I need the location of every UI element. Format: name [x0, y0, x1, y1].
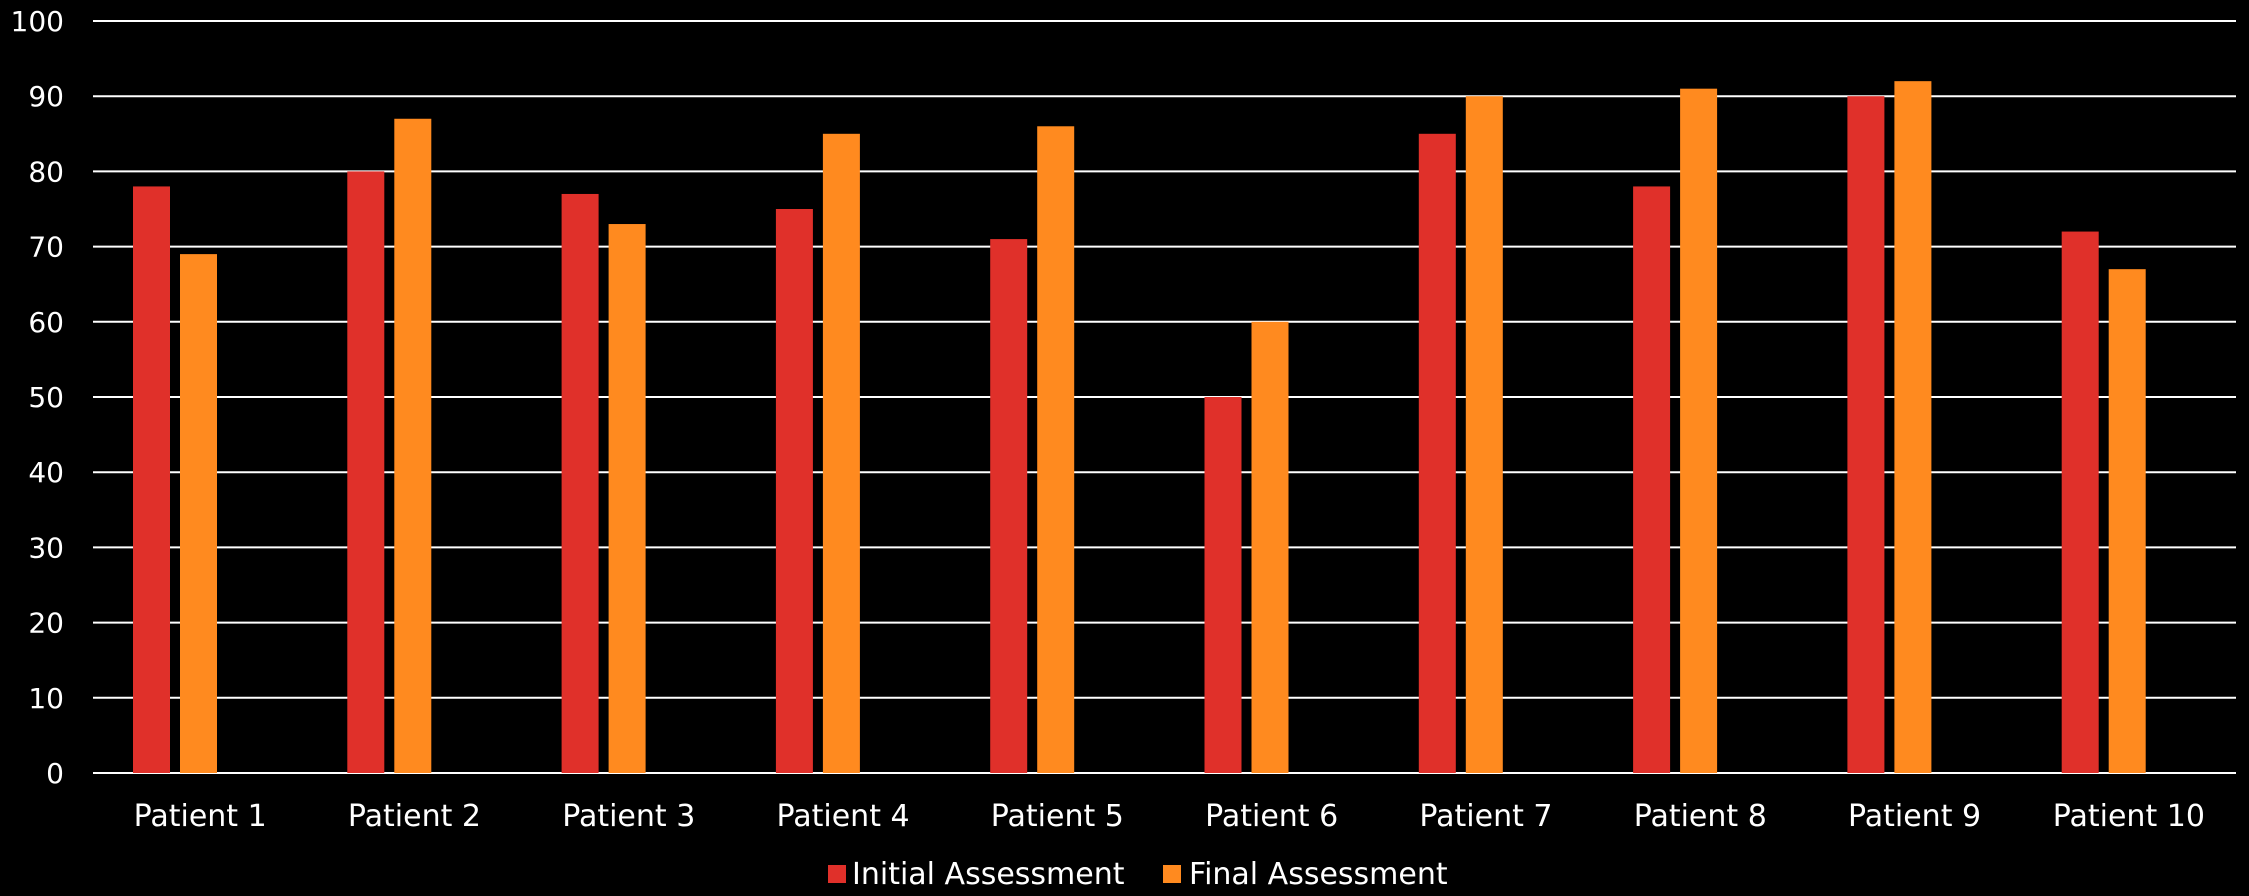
y-tick-label: 80 — [28, 155, 64, 188]
x-tick-label: Patient 3 — [562, 799, 695, 834]
x-tick-label: Patient 6 — [1205, 799, 1338, 834]
bar-initial-assessment-1 — [133, 186, 170, 773]
legend-swatch-initial-assessment — [828, 865, 846, 883]
y-tick-label: 30 — [28, 531, 64, 564]
bar-initial-assessment-3 — [561, 193, 599, 773]
bar-final-assessment-1 — [180, 254, 217, 773]
bar-final-assessment-10 — [2108, 269, 2146, 773]
x-tick-label: Patient 2 — [348, 799, 481, 834]
legend: Initial Assessment Final Assessment — [828, 857, 1448, 892]
bar-final-assessment-9 — [1894, 81, 1932, 773]
x-tick-label: Patient 1 — [134, 799, 267, 834]
x-tick-label: Patient 8 — [1634, 799, 1767, 834]
bar-final-assessment-3 — [608, 224, 646, 774]
bar-initial-assessment-6 — [1204, 397, 1242, 773]
x-axis-tick-labels: Patient 1 Patient 2 Patient 3 Patient 4 Pati… — [134, 799, 2205, 834]
bar-final-assessment-8 — [1680, 88, 1718, 774]
y-tick-label: 40 — [28, 456, 64, 489]
x-tick-label: Patient 5 — [991, 799, 1124, 834]
bar-initial-assessment-10 — [2061, 231, 2099, 773]
bars — [133, 81, 2146, 774]
y-tick-label: 90 — [28, 80, 64, 113]
bar-final-assessment-2 — [394, 118, 432, 773]
bar-initial-assessment-4 — [775, 209, 813, 773]
y-axis-tick-labels: 0 10 20 30 40 50 60 70 80 90 100 — [11, 5, 64, 790]
y-tick-label: 70 — [28, 231, 64, 264]
legend-swatch-final-assessment — [1163, 865, 1181, 883]
y-tick-label: 60 — [28, 306, 64, 339]
bar-final-assessment-4 — [822, 133, 860, 774]
y-tick-label: 0 — [46, 757, 64, 790]
x-tick-label: Patient 10 — [2053, 799, 2205, 834]
x-tick-label: Patient 4 — [777, 799, 910, 834]
bar-final-assessment-5 — [1037, 126, 1075, 773]
legend-label-final-assessment: Final Assessment — [1189, 857, 1448, 892]
bar-final-assessment-7 — [1465, 96, 1503, 773]
legend-label-initial-assessment: Initial Assessment — [852, 857, 1125, 892]
bar-initial-assessment-2 — [347, 171, 385, 773]
bar-initial-assessment-7 — [1418, 133, 1456, 774]
x-tick-label: Patient 9 — [1848, 799, 1981, 834]
y-tick-label: 50 — [28, 381, 64, 414]
bar-initial-assessment-8 — [1633, 186, 1671, 773]
bar-final-assessment-6 — [1251, 321, 1289, 773]
bar-initial-assessment-9 — [1847, 96, 1885, 773]
bar-initial-assessment-5 — [990, 239, 1028, 773]
y-tick-label: 100 — [11, 5, 64, 38]
x-tick-label: Patient 7 — [1419, 799, 1552, 834]
y-tick-label: 20 — [28, 607, 64, 640]
y-tick-label: 10 — [28, 682, 64, 715]
